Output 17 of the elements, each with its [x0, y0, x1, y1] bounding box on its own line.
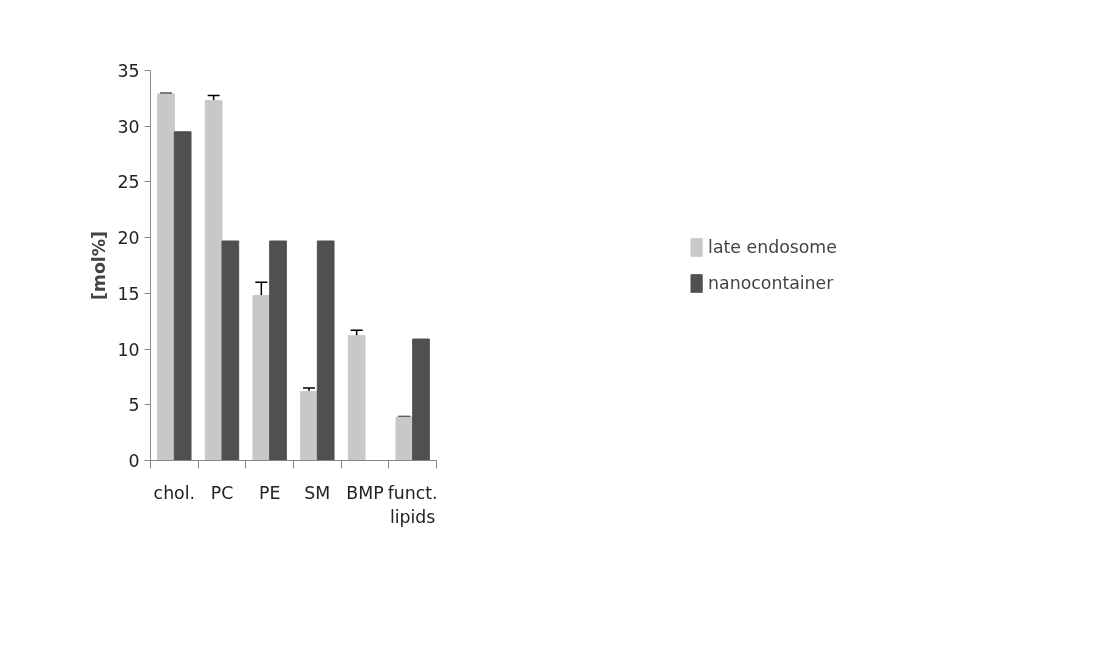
y-tick-label: 10: [117, 339, 140, 360]
x-tick-label: funct. lipids: [387, 482, 438, 527]
x-tick-label: chol.: [153, 482, 196, 503]
legend-label: late endosome: [708, 237, 837, 257]
x-tick-label: PE: [258, 482, 281, 503]
y-tick-label: 30: [117, 116, 140, 137]
y-tick-label: 25: [117, 172, 140, 193]
y-tick-label: 15: [117, 283, 140, 304]
x-tick-label: BMP: [346, 482, 384, 503]
y-tick-label: 35: [117, 61, 140, 81]
y-tick-label: 20: [117, 228, 140, 249]
y-tick-label: 0: [128, 451, 140, 471]
y-axis-title: [mol%]: [89, 230, 110, 301]
legend-label: nanocontainer: [708, 273, 834, 293]
x-tick-label: SM: [304, 482, 331, 503]
y-tick-label: 5: [128, 395, 140, 416]
x-tick-label: PC: [210, 482, 234, 503]
